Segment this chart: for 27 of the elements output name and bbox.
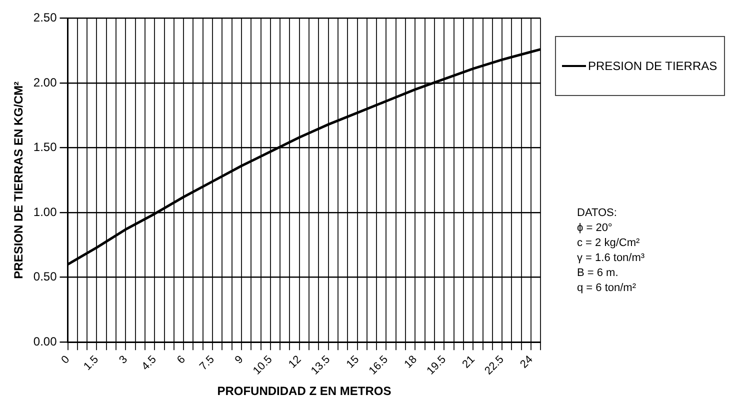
y-tick-label: 0.00 [33, 334, 58, 348]
legend-label: PRESION DE TIERRAS [588, 59, 718, 73]
x-tick-label: 12 [286, 354, 304, 371]
x-tick-label: 3 [117, 354, 130, 366]
x-tick-label: 7.5 [197, 354, 217, 373]
x-axis-title: PROFUNDIDAD Z EN METROS [217, 384, 392, 398]
text: ϕ = 20° [577, 221, 614, 236]
text: q = 6 ton/m² [577, 281, 638, 296]
y-tick-label: 1.00 [33, 204, 58, 219]
x-tick-label: 6 [175, 354, 188, 366]
x-tick-label: 15 [344, 354, 362, 371]
y-tick-label: 1.50 [33, 140, 58, 154]
y-tick-label: 2.00 [33, 75, 58, 90]
x-tick-label: 0 [59, 354, 72, 366]
x-tick-label: 1.5 [82, 354, 101, 373]
y-tick-label: 0.50 [33, 270, 58, 284]
x-tick-label: 18 [402, 354, 420, 371]
x-tick-label: 21 [460, 354, 478, 371]
y-axis-title: PRESION DE TIERRAS EN KG/CM² [12, 81, 26, 279]
text: DATOS: [577, 206, 618, 221]
text: c = 2 kg/Cm² [577, 236, 641, 251]
text: γ = 1.6 ton/m³ [577, 251, 646, 266]
x-tick-label: 24 [518, 354, 536, 371]
y-tick-label: 2.50 [33, 10, 58, 25]
x-tick-label: 4.5 [140, 354, 159, 373]
x-tick-label: 9 [232, 354, 246, 366]
text: B = 6 m. [577, 266, 620, 281]
